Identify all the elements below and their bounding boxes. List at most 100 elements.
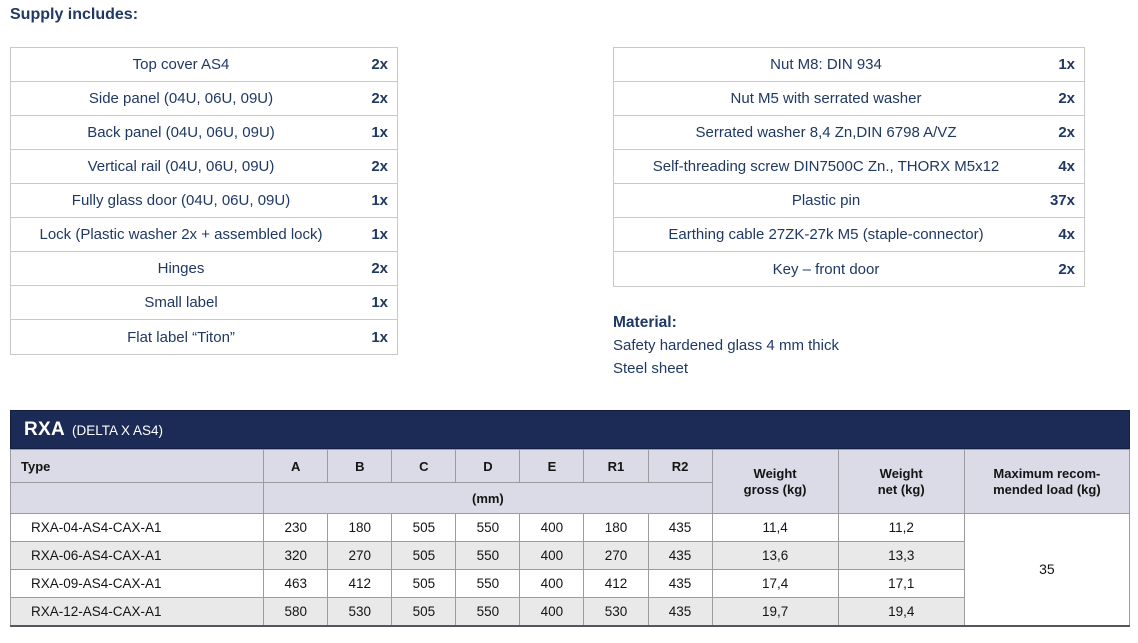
supply-item-qty: 2x <box>371 90 388 107</box>
supply-item-label: Hinges <box>157 260 205 277</box>
supply-item-label: Earthing cable 27ZK-27k M5 (staple-conne… <box>668 226 984 243</box>
supply-row: Plastic pin 37x <box>614 184 1084 218</box>
header-dim-a: A <box>263 449 329 483</box>
cell-dim: 550 <box>455 597 521 626</box>
spec-table: Type A B C D E R1 R2 Weight gross (kg) W… <box>9 449 1131 627</box>
header-weight-net-line1: Weight <box>879 465 923 481</box>
cell-dim: 550 <box>455 541 521 570</box>
supply-item-label: Fully glass door (04U, 06U, 09U) <box>71 192 291 209</box>
supply-item-label: Serrated washer 8,4 Zn,DIN 6798 A/VZ <box>695 124 957 141</box>
cell-dim: 230 <box>263 513 329 542</box>
header-max-load-line1: Maximum recom- <box>993 465 1101 481</box>
supply-item-label: Flat label “Titon” <box>127 328 235 346</box>
cell-dim: 412 <box>327 569 393 598</box>
supply-row: Side panel (04U, 06U, 09U) 2x <box>11 82 397 116</box>
header-dim-c: C <box>391 449 457 483</box>
material-line: Safety hardened glass 4 mm thick <box>613 337 839 354</box>
cell-dim: 505 <box>391 569 457 598</box>
supply-item-qty: 4x <box>1058 158 1075 175</box>
supply-item-qty: 1x <box>371 294 388 311</box>
cell-dim: 463 <box>263 569 329 598</box>
supply-item-qty: 1x <box>371 192 388 209</box>
cell-dim: 270 <box>327 541 393 570</box>
cell-dim: 550 <box>455 569 521 598</box>
cell-dim: 400 <box>519 513 585 542</box>
spec-header-row: Type A B C D E R1 R2 Weight gross (kg) W… <box>9 449 1131 514</box>
cell-dim: 505 <box>391 597 457 626</box>
supply-item-qty: 1x <box>371 226 388 243</box>
spec-data-row: RXA-09-AS4-CAX-A1 463 412 505 550 400 41… <box>9 569 1130 598</box>
cell-dim: 435 <box>647 597 713 626</box>
cell-dim: 180 <box>327 513 393 542</box>
supply-row: Serrated washer 8,4 Zn,DIN 6798 A/VZ 2x <box>614 116 1084 150</box>
supply-item-qty: 2x <box>371 56 388 73</box>
cell-weight-net: 13,3 <box>837 541 965 570</box>
supply-item-label: Nut M8: DIN 934 <box>770 56 882 73</box>
cell-type: RXA-06-AS4-CAX-A1 <box>9 541 265 570</box>
cell-weight-gross: 19,7 <box>711 597 839 626</box>
cell-weight-net: 19,4 <box>837 597 965 626</box>
supply-item-qty: 1x <box>371 124 388 141</box>
supply-item-qty: 1x <box>1058 56 1075 73</box>
header-max-load: Maximum recom- mended load (kg) <box>963 449 1131 514</box>
spec-data-row: RXA-04-AS4-CAX-A1 230 180 505 550 400 18… <box>9 513 1131 626</box>
cell-dim: 435 <box>647 513 713 542</box>
supply-item-qty: 2x <box>1058 124 1075 141</box>
supply-row: Lock (Plastic washer 2x + assembled lock… <box>11 218 397 252</box>
supply-row: Earthing cable 27ZK-27k M5 (staple-conne… <box>614 218 1084 252</box>
supply-item-label: Lock (Plastic washer 2x + assembled lock… <box>39 226 323 243</box>
cell-weight-net: 11,2 <box>837 513 965 542</box>
supply-table-right: Nut M8: DIN 934 1x Nut M5 with serrated … <box>613 47 1085 287</box>
cell-type: RXA-09-AS4-CAX-A1 <box>9 569 265 598</box>
cell-dim: 435 <box>647 541 713 570</box>
supply-item-qty: 4x <box>1058 226 1075 243</box>
cell-dim: 550 <box>455 513 521 542</box>
supply-item-qty: 2x <box>371 158 388 175</box>
cell-weight-net: 17,1 <box>837 569 965 598</box>
cell-dim: 400 <box>519 569 585 598</box>
header-dim-e: E <box>519 449 585 483</box>
supply-item-qty: 37x <box>1049 192 1075 209</box>
cell-dim: 435 <box>647 569 713 598</box>
header-weight-net: Weight net (kg) <box>837 449 965 514</box>
supply-item-label: Top cover AS4 <box>132 56 230 73</box>
cell-dim: 505 <box>391 541 457 570</box>
supply-item-label: Small label <box>144 294 218 311</box>
header-weight-gross: Weight gross (kg) <box>711 449 839 514</box>
header-unit-mm: (mm) <box>263 482 713 514</box>
supply-item-qty: 2x <box>371 260 388 277</box>
supply-row: Hinges 2x <box>11 252 397 286</box>
cell-dim: 400 <box>519 597 585 626</box>
supply-row: Top cover AS4 2x <box>11 48 397 82</box>
material-line: Steel sheet <box>613 360 689 377</box>
cell-dim: 270 <box>583 541 649 570</box>
cell-dim: 400 <box>519 541 585 570</box>
header-weight-gross-line2: gross (kg) <box>743 481 807 497</box>
cell-dim: 180 <box>583 513 649 542</box>
supply-includes-heading: Supply includes: <box>10 6 139 23</box>
cell-type: RXA-12-AS4-CAX-A1 <box>9 597 265 626</box>
supply-row: Nut M5 with serrated washer 2x <box>614 82 1084 116</box>
supply-row: Flat label “Titon” 1x <box>11 320 397 354</box>
supply-item-label: Vertical rail (04U, 06U, 09U) <box>87 158 275 175</box>
spec-title-bar: RXA (DELTA X AS4) <box>10 410 1130 449</box>
cell-dim: 530 <box>583 597 649 626</box>
supply-item-qty: 2x <box>1058 90 1075 107</box>
material-title: Material: <box>613 314 677 331</box>
spec-subtitle: (DELTA X AS4) <box>72 423 164 438</box>
header-weight-gross-line1: Weight <box>753 465 797 481</box>
cell-dim: 580 <box>263 597 329 626</box>
supply-item-label: Side panel (04U, 06U, 09U) <box>88 90 274 107</box>
supply-row: Small label 1x <box>11 286 397 320</box>
header-max-load-line2: mended load (kg) <box>993 481 1101 497</box>
supply-item-label: Back panel (04U, 06U, 09U) <box>87 124 275 141</box>
supply-table-left: Top cover AS4 2x Side panel (04U, 06U, 0… <box>10 47 398 355</box>
supply-row: Key – front door 2x <box>614 252 1084 286</box>
cell-max-load: 35 <box>963 513 1131 626</box>
cell-dim: 412 <box>583 569 649 598</box>
spec-title: RXA <box>24 419 66 440</box>
header-dim-b: B <box>327 449 393 483</box>
cell-type: RXA-04-AS4-CAX-A1 <box>9 513 265 542</box>
supply-item-qty: 2x <box>1058 260 1075 278</box>
